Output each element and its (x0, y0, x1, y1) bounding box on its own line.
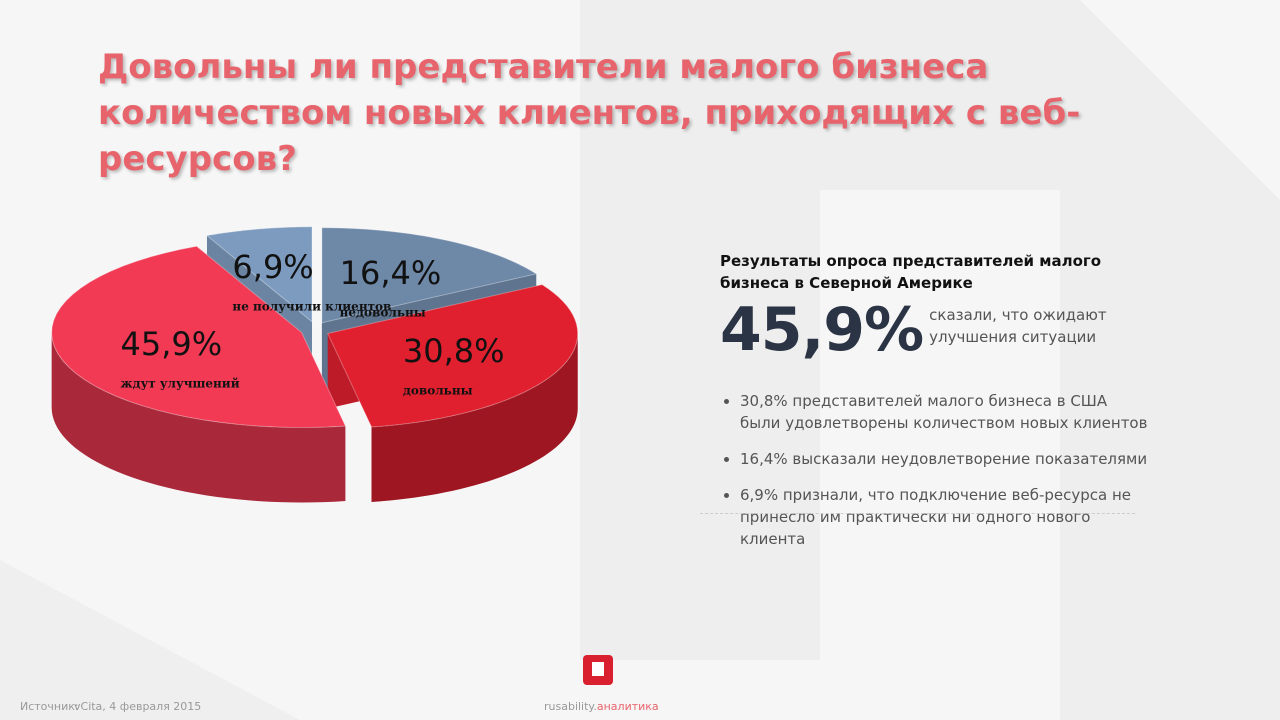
category-label: довольны (403, 384, 473, 398)
category-label: ждут улучшений (120, 377, 239, 391)
source-label: Источник: (20, 700, 79, 713)
bg-shape (580, 0, 1280, 720)
panel: Результаты опроса представителей малого … (720, 250, 1150, 564)
highlight-text: сказали, что ожидают улучшения ситуации (929, 306, 1107, 346)
title: Довольны ли представители малого бизнеса… (98, 47, 1081, 179)
value-label: 6,9% (232, 248, 313, 286)
bullet: 16,4% высказали неудовлетворение показат… (740, 448, 1150, 470)
brand-suffix: аналитика (596, 700, 659, 713)
brand: rusability.аналитика (544, 700, 659, 713)
highlight-value: 45,9% (720, 295, 924, 365)
slice (51, 245, 347, 428)
slice (321, 227, 538, 324)
slice-side (371, 333, 578, 503)
chart: 16,4% недовольны 30,8% довольны 45,9% ждут ул… (51, 226, 579, 503)
panel-heading: Результаты опроса представителей малого … (720, 252, 1102, 292)
slice (327, 284, 579, 428)
brand-name: rusability (544, 700, 594, 713)
bullet: 30,8% представителей малого бизнеса в СШ… (740, 390, 1150, 434)
highlight: 45,9% сказали, что ожидают улучшения сит… (720, 294, 1150, 366)
value-label: 45,9% (120, 325, 222, 363)
category-label: недовольны (340, 306, 426, 320)
logo (592, 662, 604, 676)
bullets: 30,8% представителей малого бизнеса в СШ… (720, 390, 1150, 550)
slice-side (51, 332, 346, 503)
separator (700, 513, 1135, 514)
bg-shape (0, 560, 300, 720)
value-label: 16,4% (340, 254, 442, 292)
category-label: не получили клиентов (232, 299, 391, 313)
value-label: 30,8% (403, 332, 505, 370)
slice (205, 226, 313, 323)
bullet: 6,9% признали, что подключение веб-ресур… (740, 484, 1150, 550)
source: vCita, 4 февраля 2015 (74, 700, 202, 713)
